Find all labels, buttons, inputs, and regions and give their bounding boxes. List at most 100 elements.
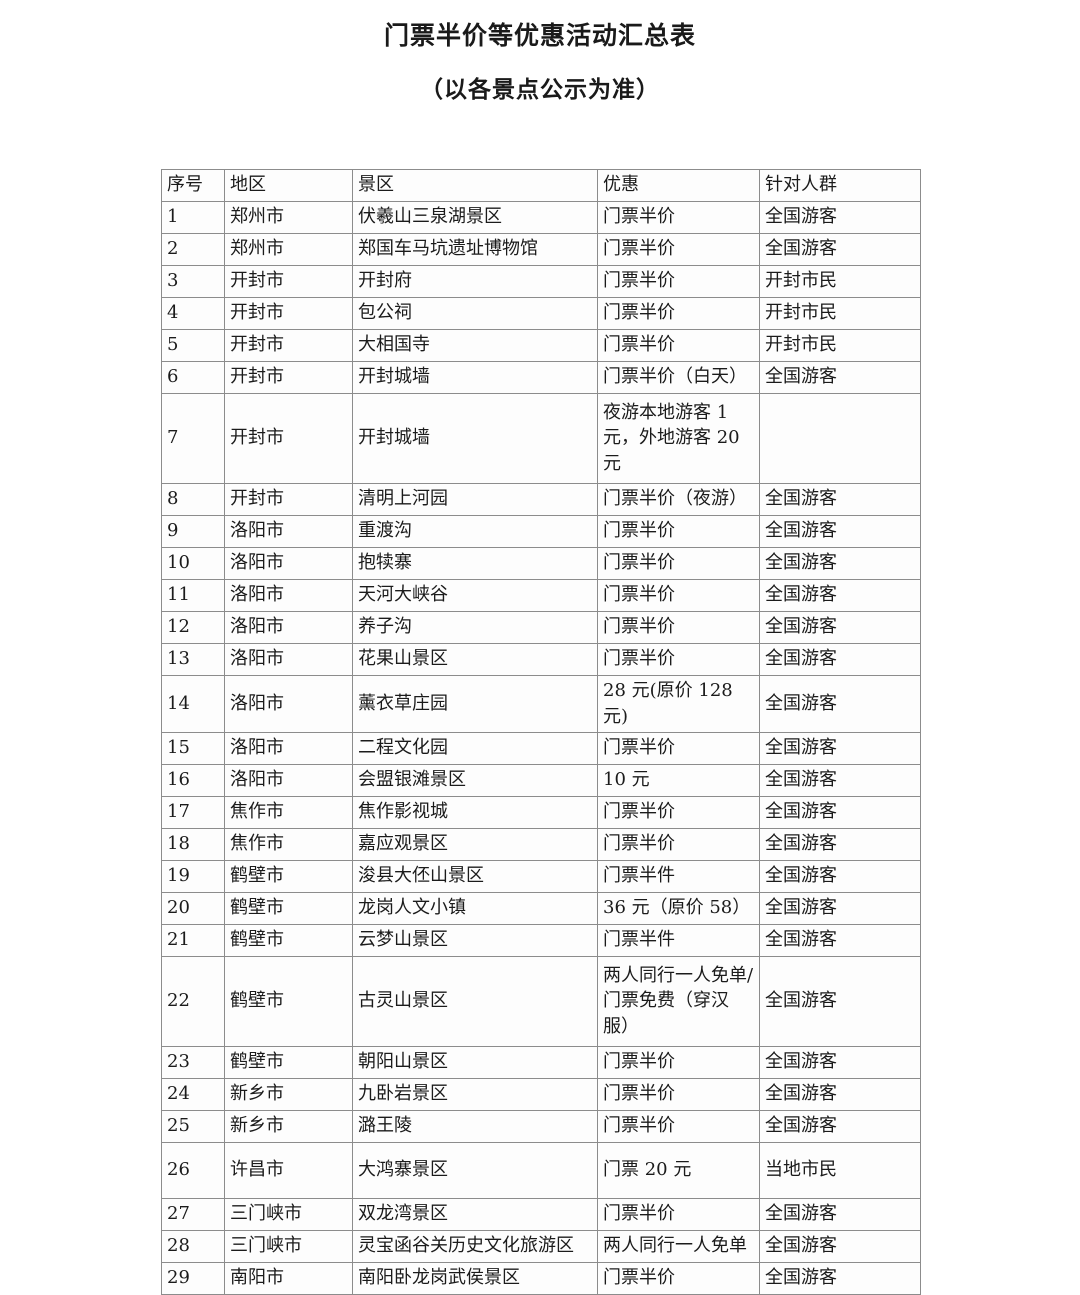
cell-region: 洛阳市 xyxy=(224,643,353,676)
cell-region: 三门峡市 xyxy=(224,1198,353,1232)
table-row: 15 洛阳市 二程文化园 门票半价 全国游客 xyxy=(161,732,921,766)
cell-index: 27 xyxy=(161,1198,225,1232)
table-row: 23 鹤壁市 朝阳山景区 门票半价 全国游客 xyxy=(161,1046,921,1080)
cell-index: 29 xyxy=(161,1262,225,1295)
cell-region: 三门峡市 xyxy=(224,1230,353,1264)
table-row: 27 三门峡市 双龙湾景区 门票半价 全国游客 xyxy=(161,1198,921,1232)
cell-index: 10 xyxy=(161,547,225,580)
cell-region: 许昌市 xyxy=(224,1142,353,1200)
cell-index: 9 xyxy=(161,515,225,548)
cell-index: 11 xyxy=(161,579,225,612)
table-row: 4 开封市 包公祠 门票半价 开封市民 xyxy=(161,297,921,330)
table-row: 5 开封市 大相国寺 门票半价 开封市民 xyxy=(161,329,921,362)
cell-offer: 门票半价 xyxy=(597,515,760,548)
table-row: 19 鹤壁市 浚县大伾山景区 门票半件 全国游客 xyxy=(161,860,921,894)
cell-spot: 九卧岩景区 xyxy=(352,1078,598,1112)
cell-index: 8 xyxy=(161,483,225,516)
cell-spot: 双龙湾景区 xyxy=(352,1198,598,1232)
cell-offer: 门票半价（白天） xyxy=(597,361,760,394)
cell-index: 13 xyxy=(161,643,225,676)
cell-region: 洛阳市 xyxy=(224,732,353,766)
cell-region: 洛阳市 xyxy=(224,579,353,612)
cell-offer: 36 元（原价 58） xyxy=(597,892,760,926)
cell-offer: 门票半价 xyxy=(597,1198,760,1232)
cell-region: 开封市 xyxy=(224,393,353,484)
cell-target xyxy=(759,393,921,484)
cell-target: 全国游客 xyxy=(759,1046,921,1080)
cell-index: 24 xyxy=(161,1078,225,1112)
cell-target: 全国游客 xyxy=(759,1198,921,1232)
cell-region: 鹤壁市 xyxy=(224,1046,353,1080)
cell-target: 全国游客 xyxy=(759,860,921,894)
cell-spot: 潞王陵 xyxy=(352,1110,598,1144)
cell-target: 开封市民 xyxy=(759,329,921,362)
cell-region: 鹤壁市 xyxy=(224,924,353,958)
cell-offer: 门票半价 xyxy=(597,611,760,644)
cell-target: 全国游客 xyxy=(759,233,921,266)
cell-index: 21 xyxy=(161,924,225,958)
cell-offer: 门票半价 xyxy=(597,579,760,612)
cell-offer: 门票半价 xyxy=(597,297,760,330)
table-row: 24 新乡市 九卧岩景区 门票半价 全国游客 xyxy=(161,1078,921,1112)
cell-spot: 开封府 xyxy=(352,265,598,298)
cell-target: 全国游客 xyxy=(759,515,921,548)
table-row: 25 新乡市 潞王陵 门票半价 全国游客 xyxy=(161,1110,921,1144)
cell-region: 开封市 xyxy=(224,329,353,362)
cell-region: 郑州市 xyxy=(224,233,353,266)
cell-offer: 门票半价 xyxy=(597,233,760,266)
cell-index: 20 xyxy=(161,892,225,926)
table-row: 16 洛阳市 会盟银滩景区 10 元全国游客 xyxy=(161,764,921,798)
cell-spot: 开封城墙 xyxy=(352,393,598,484)
cell-target: 全国游客 xyxy=(759,643,921,676)
cell-spot: 养子沟 xyxy=(352,611,598,644)
cell-target: 全国游客 xyxy=(759,796,921,830)
cell-index: 16 xyxy=(161,764,225,798)
cell-spot: 薰衣草庄园 xyxy=(352,674,598,734)
cell-spot: 大相国寺 xyxy=(352,329,598,362)
cell-offer: 门票半价 xyxy=(597,1262,760,1295)
cell-offer: 门票半价 xyxy=(597,1078,760,1112)
cell-offer: 门票半价 xyxy=(597,547,760,580)
cell-region: 焦作市 xyxy=(224,796,353,830)
cell-region: 开封市 xyxy=(224,297,353,330)
cell-index: 14 xyxy=(161,674,225,734)
cell-index: 1 xyxy=(161,201,225,234)
cell-index: 2 xyxy=(161,233,225,266)
cell-offer: 门票半价 xyxy=(597,265,760,298)
cell-target: 开封市民 xyxy=(759,265,921,298)
cell-index: 5 xyxy=(161,329,225,362)
cell-spot: 南阳卧龙岗武侯景区 xyxy=(352,1262,598,1295)
table-row: 18 焦作市 嘉应观景区 门票半价 全国游客 xyxy=(161,828,921,862)
cell-offer: 门票半价 xyxy=(597,1110,760,1144)
cell-spot: 焦作影视城 xyxy=(352,796,598,830)
cell-offer: 10 元 xyxy=(597,764,760,798)
cell-region: 洛阳市 xyxy=(224,674,353,734)
table-row: 8 开封市 清明上河园 门票半价（夜游） 全国游客 xyxy=(161,483,921,516)
cell-target: 全国游客 xyxy=(759,892,921,926)
cell-region: 开封市 xyxy=(224,361,353,394)
cell-offer: 门票 20 元 xyxy=(597,1142,760,1200)
cell-target: 全国游客 xyxy=(759,611,921,644)
cell-spot: 浚县大伾山景区 xyxy=(352,860,598,894)
cell-offer: 夜游本地游客 1 元，外地游客 20 元 xyxy=(597,393,760,484)
page-title: 门票半价等优惠活动汇总表 xyxy=(383,21,696,50)
table-row: 3 开封市 开封府 门票半价 开封市民 xyxy=(161,265,921,298)
table-row: 26 许昌市 大鸿寨景区 门票 20 元当地市民 xyxy=(161,1142,921,1200)
cell-spot: 郑国车马坑遗址博物馆 xyxy=(352,233,598,266)
cell-target: 全国游客 xyxy=(759,1230,921,1264)
cell-spot: 大鸿寨景区 xyxy=(352,1142,598,1200)
table-row: 13 洛阳市 花果山景区 门票半价 全国游客 xyxy=(161,643,921,676)
table-header-row: 序号 地区 景区 优惠 针对人群 xyxy=(161,169,921,202)
cell-spot: 清明上河园 xyxy=(352,483,598,516)
cell-target: 全国游客 xyxy=(759,764,921,798)
cell-region: 鹤壁市 xyxy=(224,956,353,1048)
cell-offer: 两人同行一人免单 xyxy=(597,1230,760,1264)
cell-offer: 门票半价 xyxy=(597,329,760,362)
cell-index: 19 xyxy=(161,860,225,894)
cell-region: 新乡市 xyxy=(224,1110,353,1144)
cell-index: 15 xyxy=(161,732,225,766)
cell-offer: 门票半件 xyxy=(597,860,760,894)
cell-offer: 门票半价 xyxy=(597,643,760,676)
cell-spot: 开封城墙 xyxy=(352,361,598,394)
